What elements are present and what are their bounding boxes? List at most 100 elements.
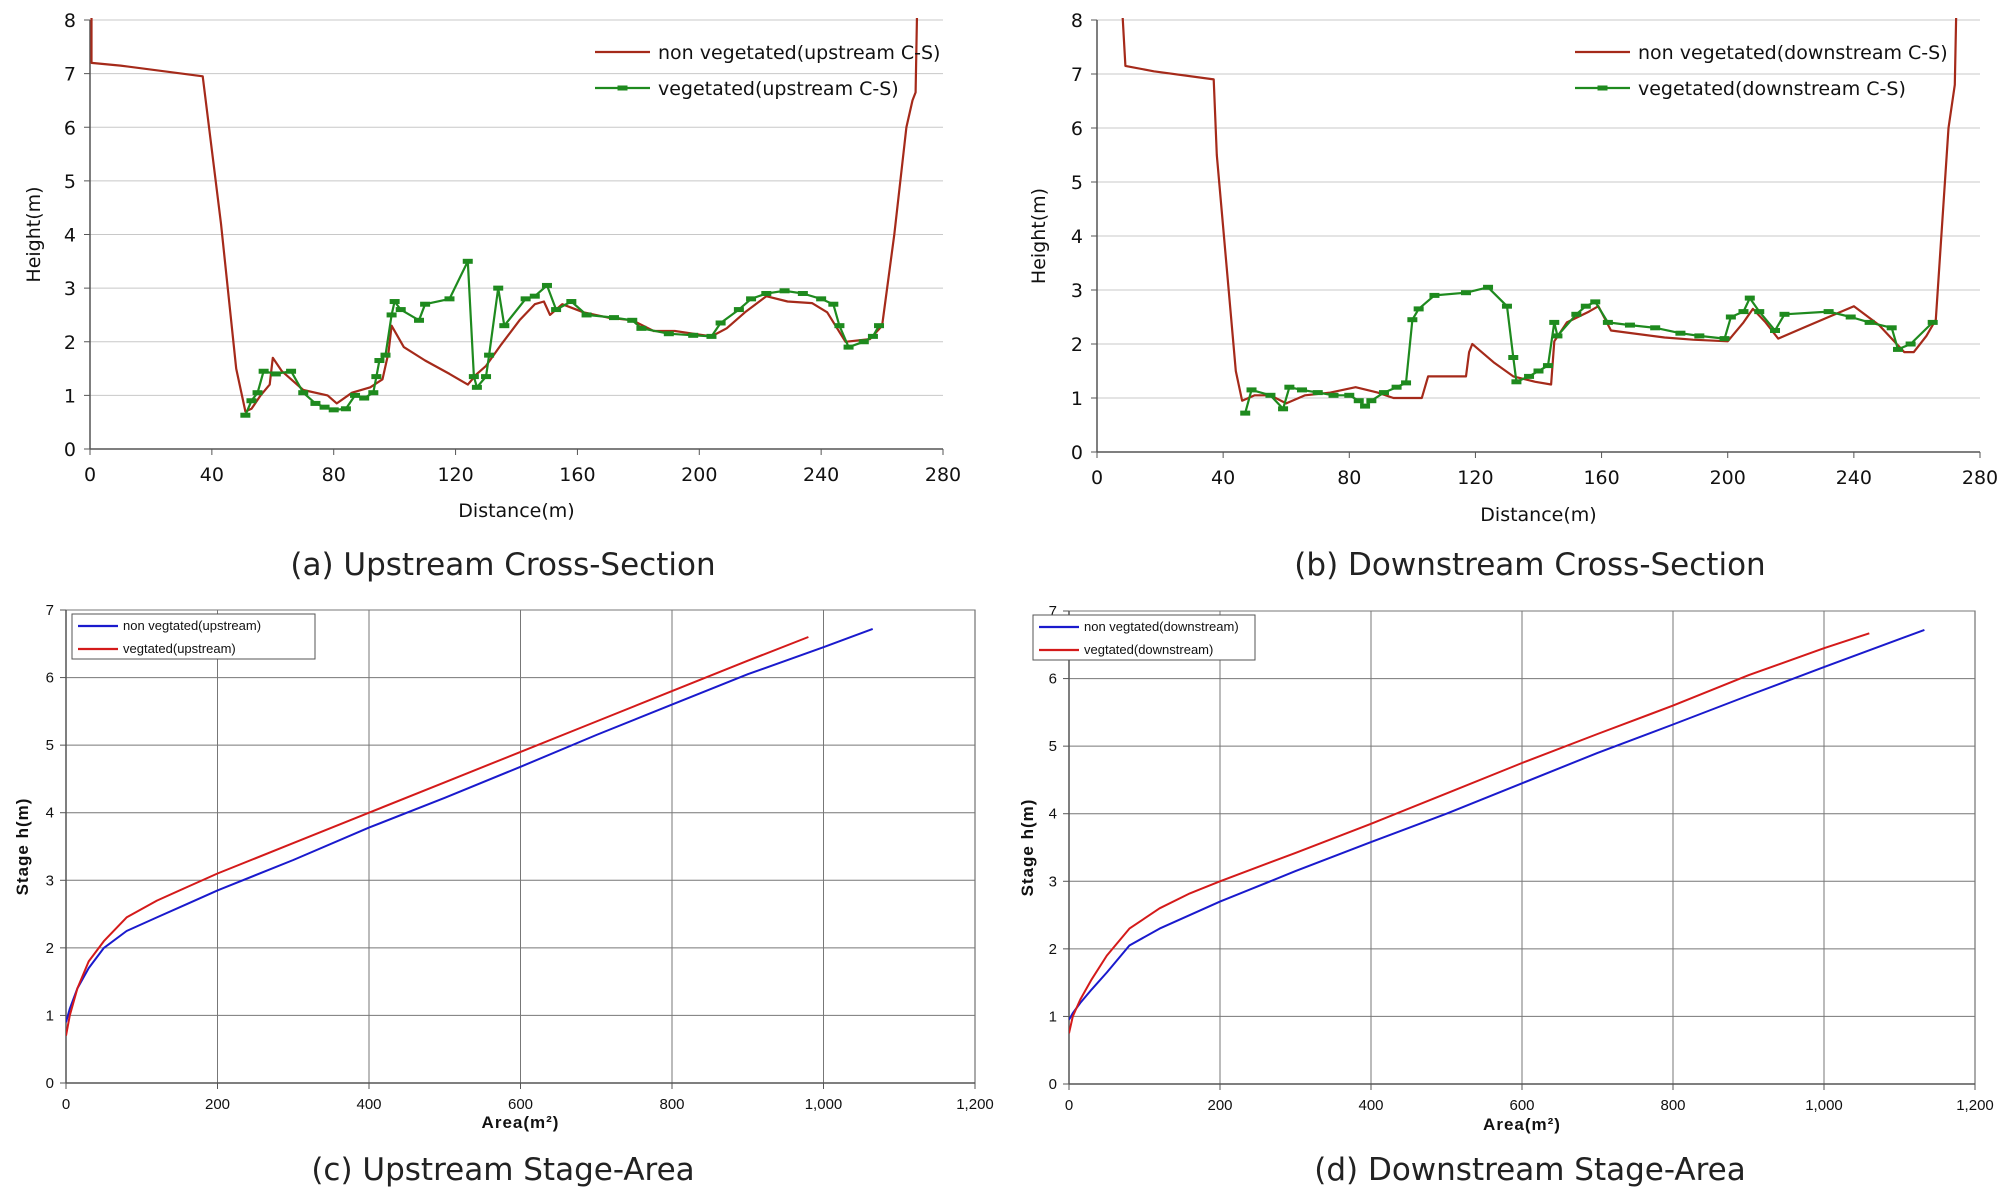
- y-axis-label: Height(m): [1028, 188, 1050, 284]
- data-point-marker: [541, 282, 552, 288]
- legend-label: vegtated(upstream): [123, 641, 236, 656]
- data-point-marker: [797, 290, 808, 296]
- y-axis-label: Height(m): [23, 186, 45, 282]
- x-axis-label: Area(m²): [482, 1113, 560, 1132]
- legend-box: [71, 613, 316, 660]
- legend-label: non vegtated(downstream): [1084, 619, 1239, 634]
- data-point-marker: [414, 317, 425, 323]
- x-tick-label: 600: [508, 1096, 533, 1113]
- data-point-marker: [1725, 314, 1736, 320]
- data-point-marker: [1265, 392, 1276, 398]
- x-tick-label: 0: [62, 1096, 70, 1113]
- data-point-marker: [1284, 384, 1295, 390]
- data-point-marker: [462, 258, 473, 264]
- data-point-marker: [270, 371, 281, 377]
- y-tick-label: 0: [1071, 442, 1083, 464]
- x-tick-label: 1,000: [1805, 1097, 1843, 1114]
- data-point-marker: [286, 368, 297, 374]
- x-tick-label: 120: [437, 464, 473, 486]
- data-point-marker: [1240, 410, 1251, 416]
- y-tick-label: 6: [1071, 118, 1083, 140]
- y-tick-label: 7: [46, 602, 54, 619]
- x-tick-label: 80: [1337, 467, 1361, 489]
- y-tick-label: 3: [1071, 280, 1083, 302]
- data-point-marker: [493, 285, 504, 291]
- data-point-marker: [258, 368, 269, 374]
- y-axis-label: Stage h(m): [1018, 799, 1037, 897]
- data-point-marker: [834, 323, 845, 329]
- series-non-vegetated-line: [66, 627, 874, 1023]
- data-point-marker: [1360, 403, 1371, 409]
- y-tick-label: 2: [1049, 941, 1057, 958]
- data-point-marker: [1845, 314, 1856, 320]
- y-tick-label: 8: [1071, 10, 1083, 32]
- data-point-marker: [608, 315, 619, 321]
- data-point-marker: [468, 374, 479, 380]
- data-point-marker: [481, 374, 492, 380]
- legend-label: non vegtated(upstream): [123, 618, 261, 633]
- panel-caption: (d) Downstream Stage-Area: [1314, 1152, 1745, 1188]
- x-tick-label: 280: [1962, 467, 1998, 489]
- data-point-marker: [380, 352, 391, 358]
- chart-downstream-stage-area: 0 1 2 3 4 5 6 7 0 200 400 600 800 1,000 1,200 Area(m²) S…: [1018, 603, 1994, 1188]
- data-point-marker: [499, 323, 510, 329]
- data-point-marker: [1508, 355, 1519, 360]
- data-point-marker: [1278, 406, 1289, 412]
- y-tick-label: 3: [1049, 873, 1057, 890]
- data-point-marker: [420, 301, 431, 307]
- x-tick-label: 240: [1836, 467, 1872, 489]
- y-tick-label: 4: [64, 225, 76, 247]
- data-point-marker: [779, 288, 790, 294]
- data-point-marker: [252, 390, 263, 396]
- x-tick-label: 1,200: [956, 1096, 994, 1113]
- y-tick-label: 6: [46, 670, 54, 687]
- data-point-marker: [1754, 309, 1765, 315]
- data-point-marker: [867, 333, 878, 339]
- data-point-marker: [1770, 328, 1781, 333]
- data-point-marker: [371, 374, 382, 380]
- data-point-marker: [389, 299, 400, 305]
- data-point-marker: [746, 296, 757, 302]
- x-axis-label: Distance(m): [1480, 504, 1596, 526]
- data-point-marker: [1864, 319, 1875, 325]
- data-point-marker: [1429, 292, 1440, 298]
- data-point-marker: [627, 317, 638, 323]
- data-point-marker: [1549, 319, 1560, 325]
- data-point-marker: [1571, 311, 1582, 317]
- data-point-marker: [1391, 384, 1402, 390]
- y-tick-label: 5: [1071, 172, 1083, 194]
- data-point-marker: [858, 339, 869, 345]
- data-point-marker: [1823, 309, 1834, 315]
- data-point-marker: [706, 333, 717, 339]
- x-tick-label: 200: [681, 464, 717, 486]
- data-point-marker: [816, 296, 827, 302]
- panel-caption: (b) Downstream Cross-Section: [1294, 547, 1765, 583]
- x-tick-label: 0: [1065, 1097, 1073, 1114]
- x-tick-label: 280: [925, 464, 961, 486]
- legend-label: non vegetated(downstream C-S): [1638, 42, 1948, 64]
- data-point-marker: [1905, 341, 1916, 347]
- series-vegetated-line: [1069, 632, 1870, 1034]
- x-tick-label: 1,200: [1956, 1097, 1994, 1114]
- x-tick-label: 120: [1457, 467, 1493, 489]
- data-point-marker: [761, 290, 772, 296]
- legend-label: vegetated(downstream C-S): [1638, 78, 1906, 100]
- x-tick-label: 200: [205, 1096, 230, 1113]
- y-tick-label: 5: [1049, 738, 1057, 755]
- x-tick-label: 400: [1358, 1097, 1383, 1114]
- y-tick-label: 5: [46, 737, 54, 754]
- data-point-marker: [1779, 311, 1790, 317]
- data-point-marker: [1328, 392, 1339, 398]
- data-point-marker: [246, 398, 257, 404]
- data-point-marker: [1744, 295, 1755, 301]
- panel-downstream-stage-area: 0 1 2 3 4 5 6 7 0 200 400 600 800 1,000 1,200 Area(m²) S…: [1005, 590, 2010, 1201]
- data-point-marker: [1296, 387, 1307, 393]
- data-point-marker: [1501, 303, 1512, 309]
- data-point-marker: [733, 307, 744, 313]
- y-tick-label: 4: [46, 805, 54, 822]
- x-tick-label: 400: [356, 1096, 381, 1113]
- data-point-marker: [1738, 309, 1749, 315]
- x-tick-label: 0: [84, 464, 96, 486]
- data-point-marker: [843, 344, 854, 350]
